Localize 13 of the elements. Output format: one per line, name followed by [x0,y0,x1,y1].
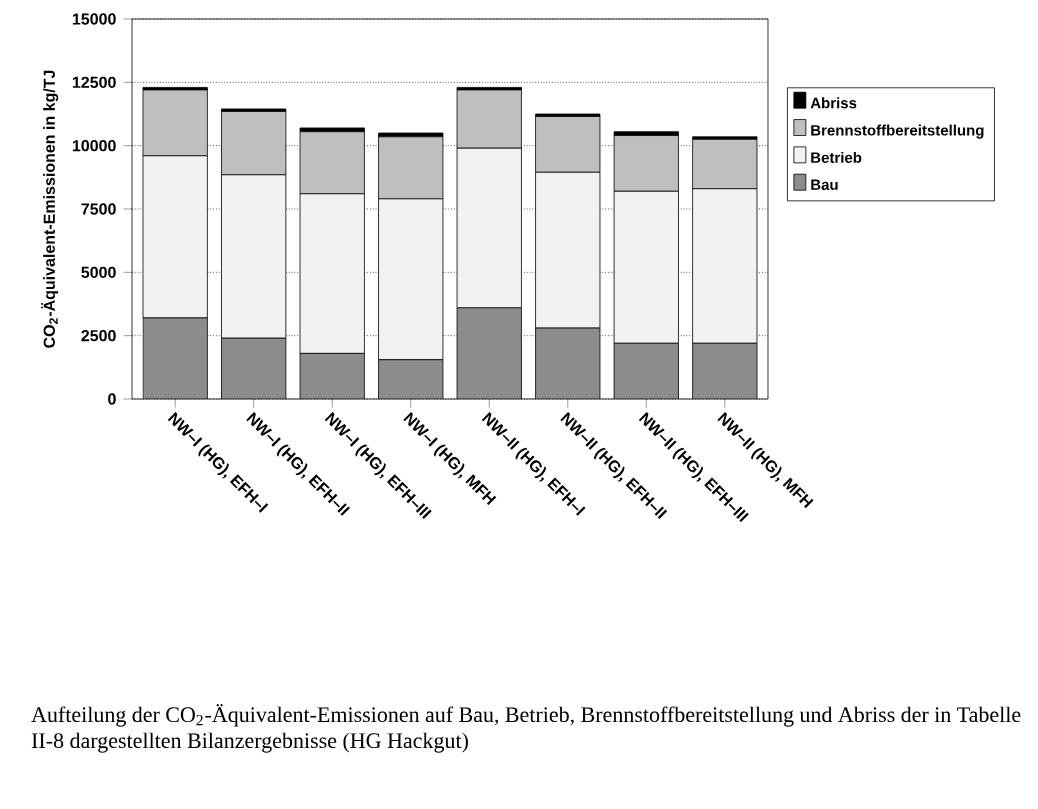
y-tick-label: 10000 [72,140,116,152]
y-tick-label: 7500 [81,203,116,215]
legend-label: Brennstoffbereitstellung [811,124,984,139]
legend-label: Bau [811,179,838,191]
text: Aufteilung der CO$_{2}$-Äquivalent-Emissionen auf Bau, Betrieb, Brennstoffbereitstellung und Abriss der in Tabelle II-8 dargestellten Bilanzergebnisse (HG Hackgut) [31,704,1021,753]
y-tick-label: 12500 [72,76,116,88]
y-tick-label: 2500 [81,330,116,342]
legend-label: Abriss [810,97,857,109]
y-axis-title: CO$_{2}$-Äquivalent-Emissionen in kg/TJ [41,70,59,348]
legend-label: Betrieb [811,151,862,163]
y-tick-label: 15000 [72,13,116,25]
y-tick-label: 5000 [81,266,116,278]
y-tick-label: 0 [108,393,116,405]
